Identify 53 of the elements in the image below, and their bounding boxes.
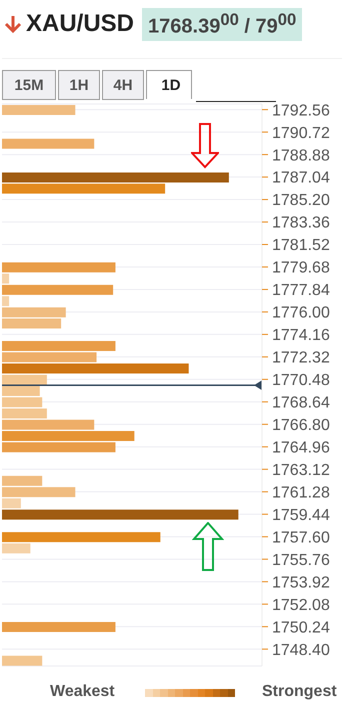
y-tick-label: 1752.08 bbox=[272, 596, 330, 614]
y-tick-label: 1755.76 bbox=[272, 552, 330, 569]
y-tick-label: 1768.64 bbox=[272, 394, 330, 412]
bar bbox=[2, 105, 76, 115]
y-tick-label: 1761.28 bbox=[272, 484, 330, 502]
bar bbox=[2, 352, 97, 362]
chart-subtitle: 1768.39$^{00}$ / 79$^{00}$ bbox=[142, 8, 302, 41]
y-tick-label: 1790.72 bbox=[272, 124, 330, 142]
bar bbox=[2, 442, 116, 452]
bar bbox=[2, 420, 94, 430]
bar bbox=[2, 138, 94, 149]
y-tick-label: 1776.00 bbox=[272, 304, 330, 322]
bar bbox=[2, 296, 10, 306]
y-tick-label: 1781.52 bbox=[272, 237, 330, 254]
text: 15M bbox=[2, 70, 56, 100]
y-tick-label: 1777.84 bbox=[272, 282, 330, 300]
bar bbox=[2, 364, 189, 374]
y-tick-label: 1763.12 bbox=[272, 462, 330, 479]
bar bbox=[2, 543, 30, 554]
text: 1D bbox=[146, 70, 192, 99]
y-tick-label: 1787.04 bbox=[272, 170, 330, 187]
chart-title: XAU/USD bbox=[26, 10, 134, 38]
bar bbox=[2, 184, 166, 194]
y-tick-label: 1772.32 bbox=[272, 350, 330, 367]
y-tick-label: 1774.16 bbox=[272, 327, 330, 344]
y-tick-label: 1750.24 bbox=[272, 619, 330, 636]
y-tick-label: 1757.60 bbox=[272, 529, 330, 546]
bar bbox=[2, 622, 116, 632]
y-tick-label: 1759.44 bbox=[272, 506, 330, 524]
bar bbox=[2, 510, 238, 520]
bar bbox=[2, 656, 42, 666]
y-tick-label: 1753.92 bbox=[272, 574, 330, 592]
bar bbox=[2, 262, 116, 272]
y-tick-label: 1770.48 bbox=[272, 372, 330, 390]
text: 1H bbox=[58, 70, 100, 100]
y-tick-label: 1783.36 bbox=[272, 214, 330, 232]
bar bbox=[2, 172, 229, 182]
y-tick-label: 1748.40 bbox=[272, 642, 330, 659]
bar bbox=[2, 274, 10, 284]
bar bbox=[2, 498, 21, 508]
bar bbox=[2, 430, 134, 441]
y-tick-label: 1779.68 bbox=[272, 260, 330, 277]
text: 4H bbox=[102, 70, 144, 100]
text: Weakest bbox=[50, 683, 115, 701]
y-tick-label: 1766.80 bbox=[272, 417, 330, 434]
bar bbox=[2, 284, 114, 295]
bar bbox=[2, 341, 116, 352]
y-tick-label: 1764.96 bbox=[272, 440, 330, 456]
y-tick-label: 1788.88 bbox=[272, 147, 330, 164]
text: Strongest bbox=[262, 683, 337, 701]
y-tick-label: 1785.20 bbox=[272, 192, 330, 210]
bar bbox=[2, 532, 160, 542]
y-tick-label: 1792.56 bbox=[272, 102, 330, 120]
